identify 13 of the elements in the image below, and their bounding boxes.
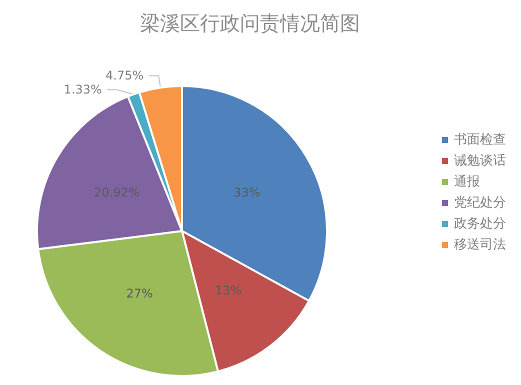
data-label: 27% [126,286,153,300]
data-label: 13% [214,284,242,298]
chart-title: 梁溪区行政问责情况简图 [140,11,360,35]
legend-label: 通报 [454,174,480,190]
legend-label: 诫勉谈话 [454,154,506,168]
data-label: 4.75% [106,68,144,83]
data-label: 1.33% [64,82,102,97]
data-label: 33% [234,186,260,200]
legend-label: 政务处分 [454,216,506,232]
legend-label: 移送司法 [454,238,506,252]
legend-label: 书面检查 [454,132,506,148]
data-label: 20.92% [94,186,140,200]
legend-label: 党纪处分 [454,196,506,210]
